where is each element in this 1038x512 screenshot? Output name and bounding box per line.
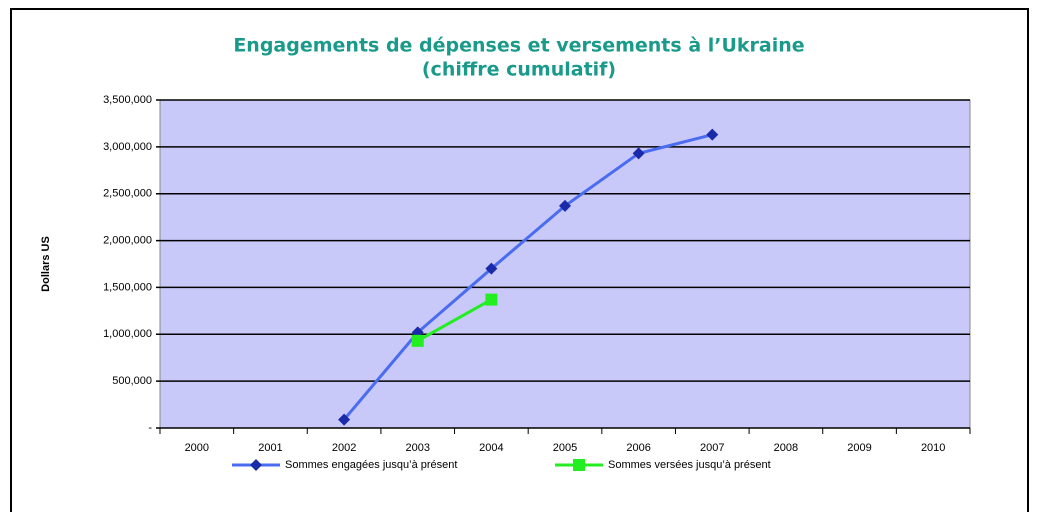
x-tick-label: 2001 — [258, 442, 282, 454]
y-tick-label: - — [148, 422, 152, 434]
data-point — [559, 199, 571, 212]
series-line — [342, 133, 713, 421]
legend-label: Sommes versées jusqu’à présent — [608, 459, 771, 471]
data-point — [411, 334, 424, 347]
x-tick-label: 2009 — [847, 442, 871, 454]
y-tick-label: 2,000,000 — [103, 234, 152, 246]
x-tick-label: 2005 — [553, 442, 577, 454]
y-tick-label: 3,000,000 — [103, 141, 152, 153]
data-point — [485, 262, 498, 275]
legend-marker — [250, 459, 262, 471]
y-tick-label: 2,500,000 — [103, 188, 152, 200]
x-tick-label: 2010 — [921, 442, 945, 454]
y-tick-label: 1,000,000 — [103, 328, 152, 340]
legend-marker — [573, 459, 585, 471]
x-tick-label: 2007 — [700, 442, 724, 454]
y-tick-label: 500,000 — [112, 375, 152, 387]
y-axis-label: Dollars US — [40, 236, 52, 292]
x-tick-label: 2004 — [479, 442, 503, 454]
chart-subtitle: (chiffre cumulatif) — [422, 59, 616, 81]
x-tick-label: 2000 — [185, 442, 209, 454]
series-line — [416, 298, 493, 343]
data-point — [338, 413, 351, 426]
x-tick-label: 2008 — [774, 442, 798, 454]
data-point — [632, 147, 645, 160]
data-point — [706, 128, 719, 141]
data-point — [485, 293, 498, 306]
y-tick-label: 1,500,000 — [103, 281, 152, 293]
legend-label: Sommes engagées jusqu’à présent — [285, 459, 457, 471]
y-tick-label: 3,500,000 — [103, 94, 152, 106]
x-tick-label: 2003 — [405, 442, 429, 454]
frame — [10, 8, 1029, 512]
plot-area — [159, 99, 971, 429]
chart-title: Engagements de dépenses et versements à … — [233, 35, 804, 57]
x-tick-label: 2002 — [332, 442, 356, 454]
x-tick-label: 2006 — [626, 442, 650, 454]
